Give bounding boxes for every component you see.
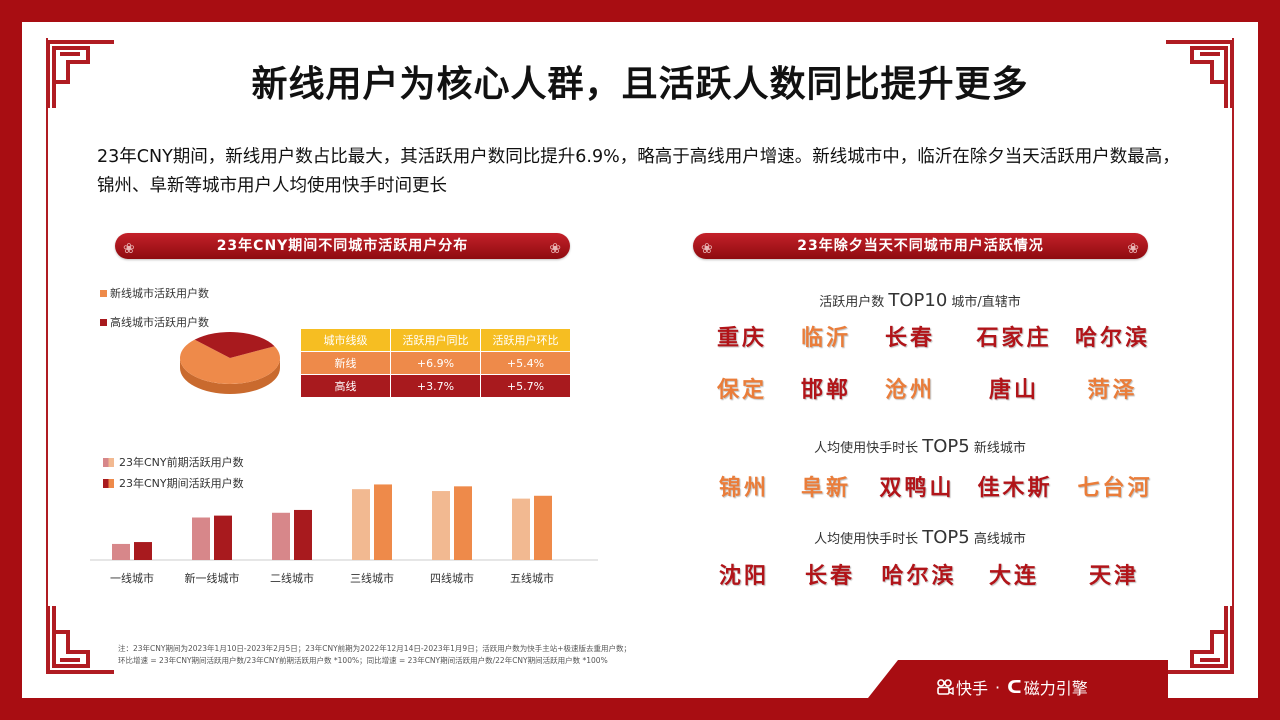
bar-cny-5	[534, 495, 552, 560]
table-header: 活跃用户同比	[390, 328, 481, 352]
top5-new-label: 人均使用快手时长 TOP5 新线城市	[814, 436, 1026, 457]
x-tick-label: 一线城市	[110, 571, 154, 585]
kuaishou-logo-icon	[937, 679, 954, 695]
brand-name-2: 磁力引擎	[1023, 679, 1088, 698]
growth-rate-table: 城市线级 活跃用户同比 活跃用户环比 新线 +6.9% +5.4% 高线 +3.…	[300, 328, 571, 398]
left-section-banner: ❀ 23年CNY期间不同城市活跃用户分布 ❀	[115, 233, 570, 259]
city-name: 长春	[884, 326, 935, 351]
footnote: 注：23年CNY期间为2023年1月10日-2023年2月5日；23年CNY前期…	[118, 643, 631, 667]
brand-name-1: 快手	[956, 679, 989, 698]
city-name: 菏泽	[1087, 378, 1138, 403]
top10-label: 活跃用户数 TOP10 城市/直辖市	[819, 290, 1021, 311]
x-tick-label: 四线城市	[430, 571, 474, 585]
footnote-line-1: 注：23年CNY期间为2023年1月10日-2023年2月5日；23年CNY前期…	[118, 644, 631, 653]
footnote-line-2: 环比增速 = 23年CNY期间活跃用户数/23年CNY前期活跃用户数 *100%…	[118, 656, 608, 665]
brand-separator: ·	[995, 677, 1001, 697]
bar-cny-2	[294, 509, 312, 560]
top5-high-label: 人均使用快手时长 TOP5 高线城市	[814, 527, 1026, 548]
corner-ornament-top-left	[46, 40, 114, 108]
city-name: 阜新	[800, 476, 851, 501]
swirl-ornament-icon: ❀	[549, 241, 562, 257]
bar-cny-0	[134, 542, 152, 560]
city-name: 唐山	[988, 378, 1039, 403]
table-row: 新线 +6.9% +5.4%	[300, 351, 571, 375]
table-header: 城市线级	[300, 328, 391, 352]
city-name: 哈尔滨	[1074, 326, 1150, 351]
slide-inner-border	[46, 38, 1234, 672]
bar-legend-pre: 23年CNY前期活跃用户数	[103, 454, 244, 470]
bar-chart: 一线城市 新一线城市 二线城市 三线城市 四线城市 五线城市	[90, 484, 598, 585]
x-tick-label: 三线城市	[350, 571, 394, 585]
swirl-ornament-icon: ❀	[701, 241, 714, 257]
corner-ornament-bottom-right	[1166, 606, 1234, 674]
pie-legend-new: 新线城市活跃用户数	[100, 285, 209, 301]
table-cell: +5.4%	[480, 351, 571, 375]
x-tick-label: 二线城市	[270, 571, 314, 585]
table-cell: +6.9%	[390, 351, 481, 375]
table-cell: +3.7%	[390, 374, 481, 398]
table-cell: 高线	[300, 374, 391, 398]
table-cell: +5.7%	[480, 374, 571, 398]
x-tick-label: 新一线城市	[185, 571, 240, 585]
corner-ornament-top-right	[1166, 40, 1234, 108]
table-cell: 新线	[300, 351, 391, 375]
bar-pre-cny-5	[512, 498, 530, 560]
pie-chart	[180, 332, 280, 394]
city-name: 佳木斯	[977, 476, 1053, 501]
table-header-row: 城市线级 活跃用户同比 活跃用户环比	[300, 328, 571, 352]
city-name: 长春	[804, 564, 855, 589]
city-name: 石家庄	[976, 326, 1052, 351]
pie-legend-high: 高线城市活跃用户数	[100, 314, 209, 330]
swirl-ornament-icon: ❀	[123, 241, 136, 257]
page-title: 新线用户为核心人群，且活跃人数同比提升更多	[251, 64, 1029, 105]
left-banner-label: 23年CNY期间不同城市活跃用户分布	[216, 238, 469, 254]
city-name: 重庆	[716, 326, 767, 351]
x-tick-label: 五线城市	[510, 571, 554, 585]
pie-side	[180, 358, 280, 394]
city-name: 保定	[716, 378, 767, 403]
bar-legend-during: 23年CNY期间活跃用户数	[103, 475, 244, 491]
summary-text: 23年CNY期间，新线用户数占比最大，其活跃用户数同比提升6.9%，略高于高线用…	[97, 147, 1180, 196]
bar-pre-cny-1	[192, 517, 210, 560]
bar-pre-cny-0	[112, 543, 130, 560]
corner-ornament-bottom-left	[46, 606, 114, 674]
city-name: 大连	[988, 564, 1039, 589]
bar-pre-cny-3	[352, 489, 370, 560]
city-name: 沧州	[884, 378, 935, 403]
city-name: 邯郸	[800, 378, 851, 403]
bar-pre-cny-4	[432, 491, 450, 560]
city-name: 锦州	[718, 476, 769, 501]
table-header: 活跃用户环比	[480, 328, 571, 352]
city-name: 天津	[1088, 564, 1139, 589]
brand-logo: 快手 · ᑕ 磁力引擎	[936, 675, 1088, 699]
footer-tab	[868, 660, 1168, 698]
swirl-ornament-icon: ❀	[1127, 241, 1140, 257]
cili-logo-icon: ᑕ	[1007, 676, 1022, 698]
city-name: 七台河	[1077, 476, 1153, 501]
bar-cny-3	[374, 484, 392, 560]
bar-pre-cny-2	[272, 512, 290, 560]
bar-cny-1	[214, 515, 232, 560]
city-name: 哈尔滨	[881, 564, 957, 589]
city-name: 双鸭山	[879, 476, 955, 501]
table-row: 高线 +3.7% +5.7%	[300, 374, 571, 398]
right-banner-label: 23年除夕当天不同城市用户活跃情况	[797, 238, 1044, 254]
bar-cny-4	[454, 486, 472, 560]
city-name: 临沂	[800, 326, 851, 351]
right-section-banner: ❀ 23年除夕当天不同城市用户活跃情况 ❀	[693, 233, 1148, 259]
city-name: 沈阳	[718, 564, 769, 589]
pie-slice-high-tier	[194, 332, 275, 358]
pie-slice-new-tier	[180, 339, 280, 384]
